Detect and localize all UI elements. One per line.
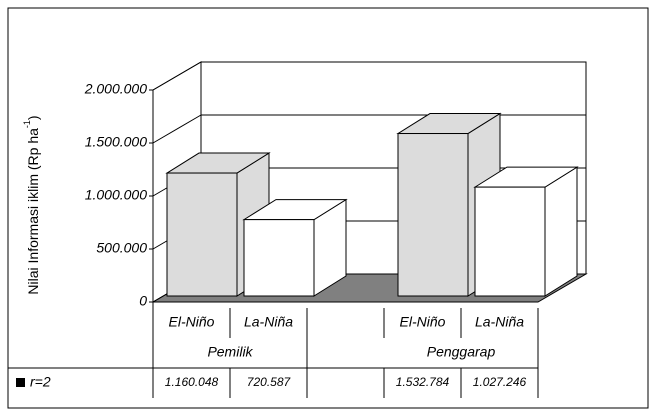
y-tick-label: 0 bbox=[139, 293, 147, 309]
value-label: 1.532.784 bbox=[396, 375, 450, 389]
legend-swatch bbox=[16, 378, 25, 387]
y-tick-label: 2.000.000 bbox=[84, 81, 147, 97]
bar bbox=[243, 219, 315, 297]
value-label: 1.027.246 bbox=[473, 375, 527, 389]
y-tick-label: 500.000 bbox=[96, 240, 147, 256]
grid-line bbox=[152, 61, 202, 91]
x-tick-label: El-Niño bbox=[400, 314, 446, 330]
legend-label: r=2 bbox=[30, 374, 51, 390]
y-tick-label: 1.500.000 bbox=[85, 134, 147, 150]
y-label-sup: -1 bbox=[22, 120, 32, 128]
bar bbox=[397, 133, 469, 297]
value-label: 1.160.048 bbox=[165, 375, 219, 389]
x-tick-label: El-Niño bbox=[169, 314, 215, 330]
value-label: 720.587 bbox=[247, 375, 292, 389]
x-tick-label: La-Niña bbox=[244, 314, 293, 330]
y-label-end: ) bbox=[25, 115, 41, 120]
bar bbox=[166, 172, 238, 297]
grid-line bbox=[152, 114, 202, 144]
x-tick-label: La-Niña bbox=[475, 314, 524, 330]
y-label-text: Nilai Informasi iklim (Rp ha bbox=[25, 128, 41, 295]
y-tick-label: 1.000.000 bbox=[85, 187, 147, 203]
bar bbox=[474, 186, 546, 297]
y-axis-label: Nilai Informasi iklim (Rp ha-1) bbox=[22, 115, 40, 294]
bar-side bbox=[544, 166, 578, 297]
group-label: Pemilik bbox=[207, 344, 253, 360]
group-label: Penggarap bbox=[427, 344, 496, 360]
